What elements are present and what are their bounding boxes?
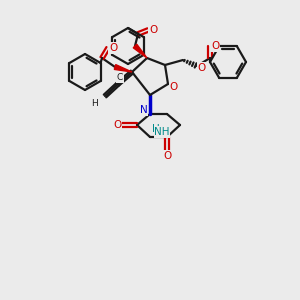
Text: O: O: [109, 43, 117, 53]
Text: O: O: [170, 82, 178, 92]
Text: O: O: [113, 120, 121, 130]
Polygon shape: [133, 44, 147, 58]
Polygon shape: [114, 64, 132, 72]
Text: O: O: [163, 151, 171, 161]
Text: O: O: [198, 63, 206, 73]
Text: N: N: [140, 105, 148, 115]
Text: N: N: [160, 127, 168, 137]
Text: H: H: [152, 124, 160, 134]
Text: C: C: [117, 74, 123, 82]
Text: O: O: [211, 41, 219, 51]
Text: O: O: [149, 25, 157, 35]
Text: NH: NH: [154, 127, 170, 137]
Text: H: H: [92, 98, 98, 107]
